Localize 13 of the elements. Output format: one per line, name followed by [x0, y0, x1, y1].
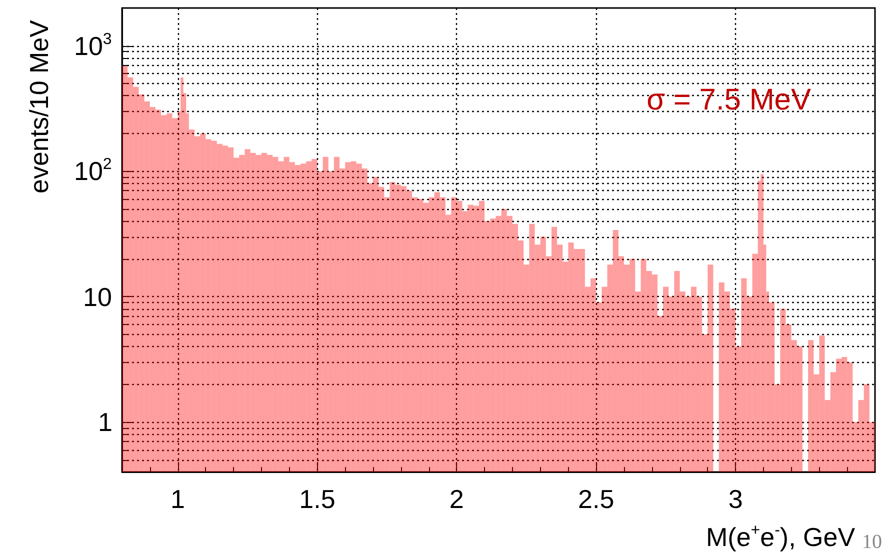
- x-tick-label: 1.5: [299, 484, 336, 514]
- text: 10: [862, 531, 882, 553]
- x-tick-label: 3: [728, 484, 743, 514]
- x-axis-title: M(e$^{+}$e$^{-}$), GeV: [706, 522, 856, 554]
- y-axis-title: events/10 MeV: [24, 19, 54, 194]
- x-tick-label: 2: [449, 484, 464, 514]
- y-tick-label: 10: [83, 282, 112, 312]
- annotation: σ = 7.5 MeV: [646, 84, 812, 116]
- y-tick-label: 10$^{3}$: [74, 30, 112, 63]
- y-tick-label: 1: [98, 407, 112, 438]
- y-tick-label: 10$^{2}$: [74, 156, 112, 188]
- x-tick-label: 2.5: [578, 484, 614, 514]
- x-tick-label: 1: [170, 484, 186, 514]
